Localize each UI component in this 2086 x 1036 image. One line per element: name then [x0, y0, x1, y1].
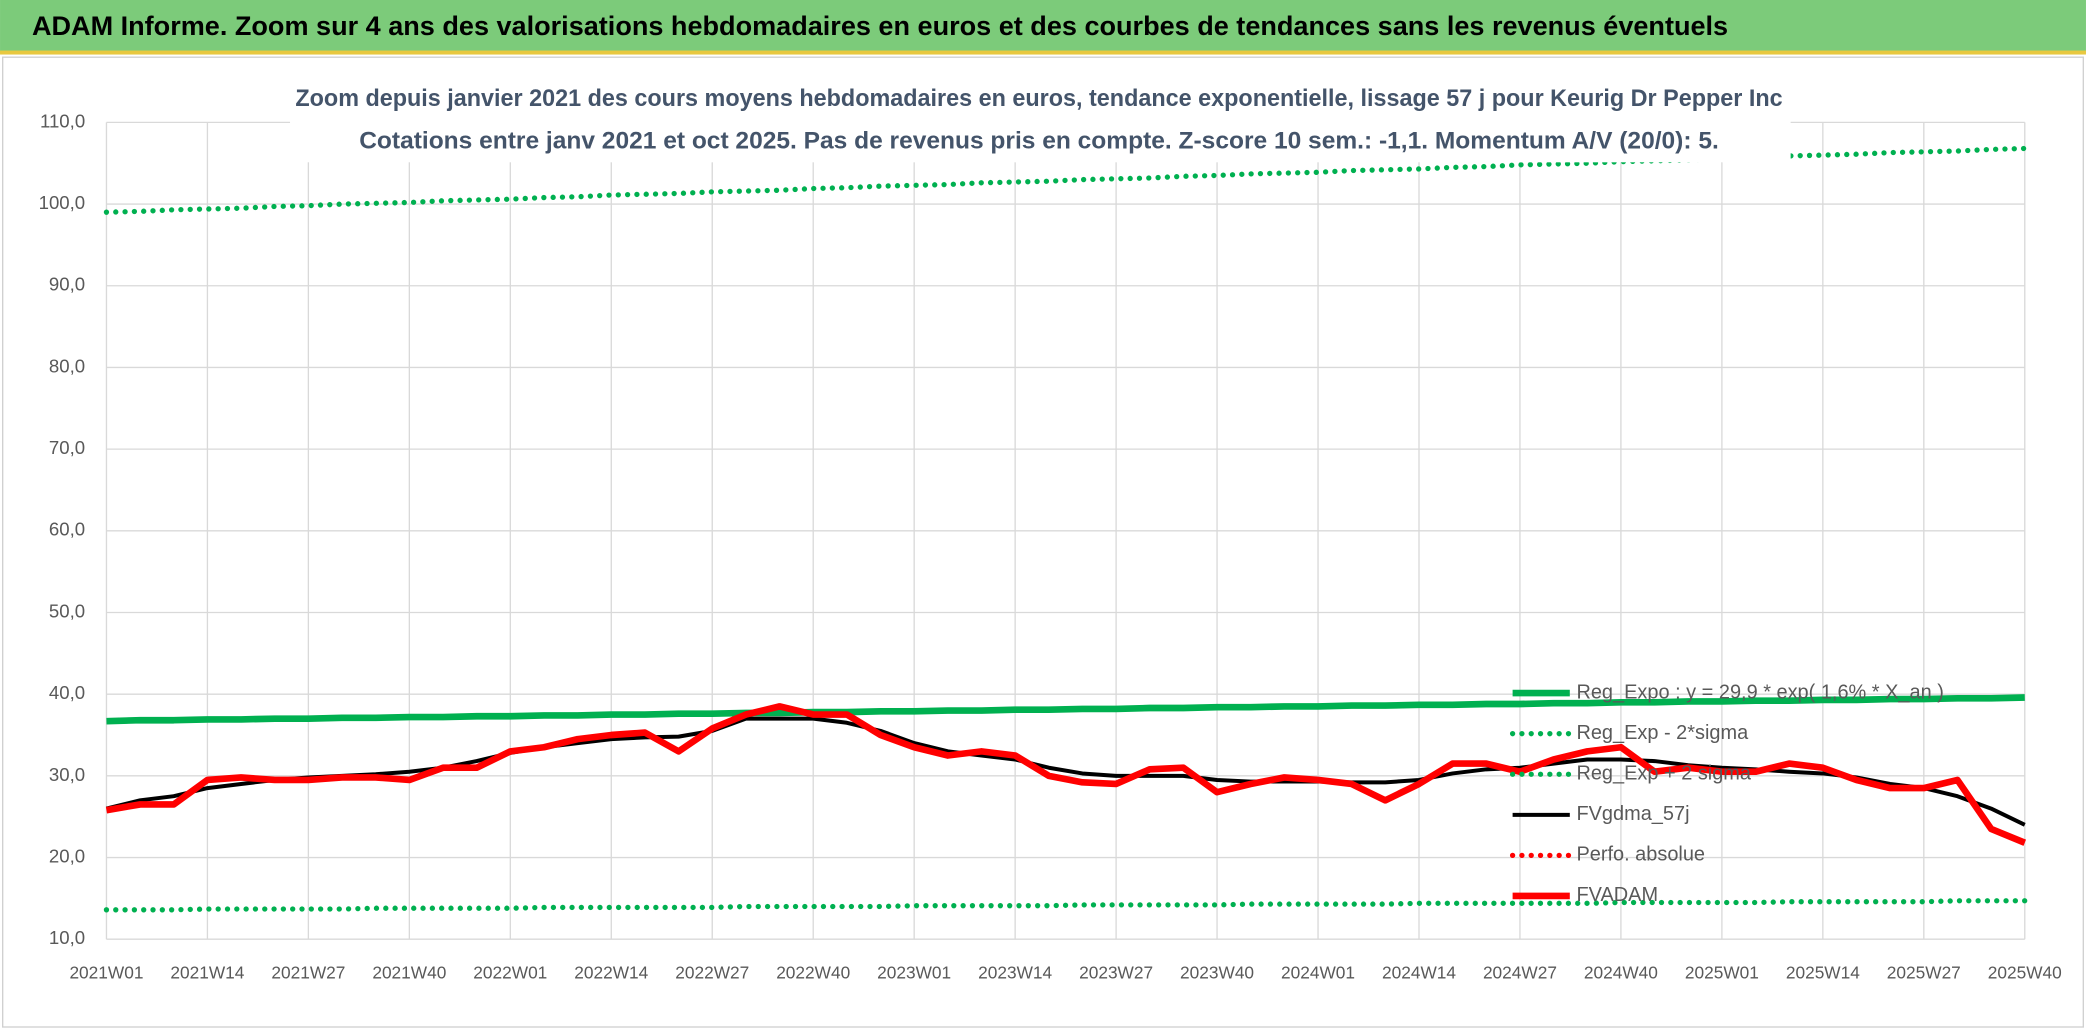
y-tick-label: 80,0: [49, 355, 85, 376]
legend-label: Reg_Exp - 2*sigma: [1576, 722, 1749, 744]
x-tick-label: 2024W01: [1281, 962, 1355, 982]
series-line: [106, 694, 2025, 725]
x-tick-label: 2021W14: [170, 962, 244, 982]
x-tick-label: 2025W27: [1887, 962, 1961, 982]
title-background: [290, 79, 1791, 163]
y-tick-label: 50,0: [49, 600, 85, 621]
y-tick-label: 60,0: [49, 519, 85, 540]
x-tick-label: 2023W14: [978, 962, 1052, 982]
x-tick-label: 2025W40: [1988, 962, 2062, 982]
chart-title: Zoom depuis janvier 2021 des cours moyen…: [295, 85, 1782, 112]
header-bar: [0, 0, 2086, 54]
legend-label: Perfo. absolue: [1576, 844, 1705, 866]
y-tick-label: 10,0: [49, 927, 85, 948]
plot: 10,0 20,0 30,0 40,0 50,0 60,0 70,0 80,0 90,0 100,…: [39, 110, 2062, 982]
legend-label: Reg_Expo : y = 29,9 * exp( 1,6% * X_an ): [1576, 681, 1943, 703]
y-tick-label: 40,0: [49, 682, 85, 703]
series-line: [105, 703, 2027, 846]
x-tick-label: 2021W40: [372, 962, 446, 982]
legend: Reg_Expo : y = 29,9 * exp( 1,6% * X_an )…: [1509, 681, 1944, 906]
x-tick-label: 2022W27: [675, 962, 749, 982]
y-tick-label: 90,0: [49, 274, 85, 295]
x-tick-label: 2025W01: [1685, 962, 1759, 982]
x-tick-label: 2024W27: [1483, 962, 1557, 982]
y-tick-label: 110,0: [40, 110, 85, 131]
chart-subtitle: Cotations entre janv 2021 et oct 2025. P…: [359, 128, 1719, 155]
legend-label: FVADAM: [1576, 884, 1658, 906]
header-border: [0, 50, 2086, 55]
header-title: ADAM Informe. Zoom sur 4 ans des valoris…: [32, 11, 1728, 41]
chart-border: [2, 56, 2084, 1028]
x-tick-label: 2022W01: [473, 962, 547, 982]
x-tick-label: 2021W27: [271, 962, 345, 982]
x-tick-label: 2024W14: [1382, 962, 1456, 982]
x-tick-label: 2023W27: [1079, 962, 1153, 982]
x-tick-label: 2021W01: [69, 962, 143, 982]
x-tick-label: 2024W40: [1584, 962, 1658, 982]
series-line: [103, 898, 2028, 913]
y-tick-label: 100,0: [39, 192, 86, 213]
legend-label: Reg_Exp + 2 sigma: [1576, 763, 1751, 785]
y-tick-label: 70,0: [49, 437, 85, 458]
y-tick-label: 30,0: [49, 764, 85, 785]
legend-label: FVgdma_57j: [1576, 803, 1689, 825]
x-tick-label: 2023W40: [1180, 962, 1254, 982]
x-tick-label: 2025W14: [1786, 962, 1860, 982]
x-tick-label: 2022W40: [776, 962, 850, 982]
x-tick-label: 2023W01: [877, 962, 951, 982]
x-tick-label: 2022W14: [574, 962, 648, 982]
y-tick-label: 20,0: [49, 845, 85, 866]
